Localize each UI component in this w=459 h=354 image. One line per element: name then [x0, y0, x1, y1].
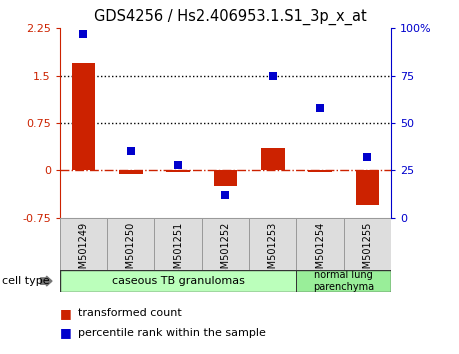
Text: GSM501250: GSM501250 — [125, 222, 135, 281]
Bar — [296, 218, 343, 271]
Text: GDS4256 / Hs2.406953.1.S1_3p_x_at: GDS4256 / Hs2.406953.1.S1_3p_x_at — [94, 9, 365, 25]
Bar — [296, 270, 390, 292]
Text: percentile rank within the sample: percentile rank within the sample — [78, 328, 265, 338]
Text: GSM501254: GSM501254 — [314, 222, 325, 281]
Text: normal lung
parenchyma: normal lung parenchyma — [313, 270, 374, 292]
Bar — [154, 218, 202, 271]
Bar — [60, 218, 107, 271]
Point — [221, 192, 229, 198]
Bar — [166, 170, 190, 172]
Text: GSM501249: GSM501249 — [78, 222, 88, 281]
Point — [363, 154, 370, 160]
Text: GSM501251: GSM501251 — [173, 222, 183, 281]
Text: GSM501255: GSM501255 — [362, 222, 371, 281]
Bar — [202, 218, 248, 271]
Text: transformed count: transformed count — [78, 308, 182, 318]
Text: GSM501253: GSM501253 — [267, 222, 277, 281]
FancyArrow shape — [40, 276, 52, 286]
Point — [127, 149, 134, 154]
Point — [174, 162, 181, 167]
Bar — [248, 218, 296, 271]
Bar — [119, 170, 142, 173]
Bar — [260, 148, 284, 170]
Bar — [72, 63, 95, 170]
Text: caseous TB granulomas: caseous TB granulomas — [112, 276, 244, 286]
Bar — [60, 270, 296, 292]
Bar — [355, 170, 378, 205]
Text: ■: ■ — [60, 307, 72, 320]
Point — [316, 105, 323, 111]
Text: cell type: cell type — [2, 276, 50, 286]
Bar — [308, 170, 331, 172]
Bar — [107, 218, 154, 271]
Bar — [343, 218, 390, 271]
Bar — [213, 170, 237, 186]
Text: ■: ■ — [60, 326, 72, 339]
Point — [79, 31, 87, 37]
Point — [269, 73, 276, 79]
Text: GSM501252: GSM501252 — [220, 222, 230, 281]
